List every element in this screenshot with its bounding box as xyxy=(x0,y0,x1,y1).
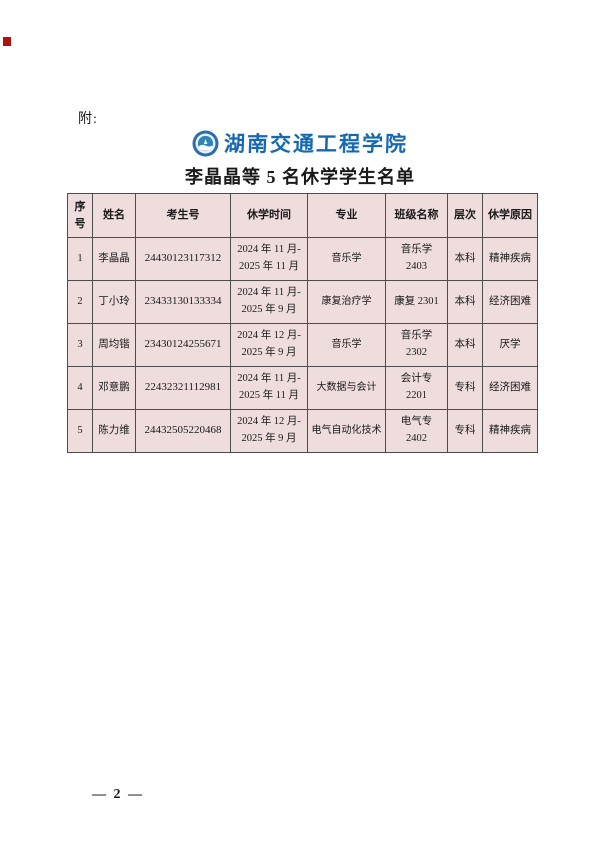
table-cell-reason: 精神疾病 xyxy=(482,409,538,453)
table-cell-major: 音乐学 xyxy=(307,237,386,281)
column-header: 姓名 xyxy=(92,193,136,238)
document-title: 李晶晶等 5 名休学学生名单 xyxy=(185,167,415,187)
table-cell-no: 4 xyxy=(67,366,93,410)
table-cell-name: 周均锴 xyxy=(92,323,136,367)
table-cell-reason: 经济困难 xyxy=(482,366,538,410)
table-cell-reason: 经济困难 xyxy=(482,280,538,324)
table-cell-leave-period: 2024 年 12 月- 2025 年 9 月 xyxy=(230,409,308,453)
table-cell-class-name: 康复 2301 xyxy=(385,280,448,324)
table-cell-major: 电气自动化技术 xyxy=(307,409,386,453)
school-name: 湖南交通工程学院 xyxy=(223,132,409,156)
table-cell-no: 5 xyxy=(67,409,93,453)
table-cell-exam-no: 22432321112981 xyxy=(135,366,231,410)
table-cell-major: 音乐学 xyxy=(307,323,386,367)
table-cell-name: 丁小玲 xyxy=(92,280,136,324)
table-row: 5 陈力维 24432505220468 2024 年 12 月- 2025 年 9 … xyxy=(67,409,538,453)
table-cell-exam-no: 24430123117312 xyxy=(135,237,231,281)
column-header: 班级名称 xyxy=(385,193,448,238)
table-cell-exam-no: 23433130133334 xyxy=(135,280,231,324)
page-number: — 2 — xyxy=(92,787,144,802)
table-row: 2 丁小玲 23433130133334 2024 年 11 月- 2025 年 9 … xyxy=(67,280,538,324)
table-cell-reason: 精神疾病 xyxy=(482,237,538,281)
table-cell-name: 陈力维 xyxy=(92,409,136,453)
column-header: 休学原因 xyxy=(482,193,538,238)
attachment-label: 附: xyxy=(78,112,98,127)
table-cell-level: 专科 xyxy=(447,366,483,410)
scan-artifact-red-square xyxy=(3,37,11,46)
table-cell-class-name: 音乐学 2403 xyxy=(385,237,448,281)
column-header: 层次 xyxy=(447,193,483,238)
table-cell-major: 康复治疗学 xyxy=(307,280,386,324)
table-cell-leave-period: 2024 年 11 月- 2025 年 11 月 xyxy=(230,366,308,410)
table-cell-reason: 厌学 xyxy=(482,323,538,367)
table-row: 4 邓意鹏 22432321112981 2024 年 11 月- 2025 年 11… xyxy=(67,366,538,410)
table-cell-class-name: 音乐学 2302 xyxy=(385,323,448,367)
table-cell-major: 大数据与会计 xyxy=(307,366,386,410)
table-header-row: 序号 姓名 考生号 休学时间 专业 班级名称 层次 休学原因 xyxy=(67,193,538,238)
column-header: 休学时间 xyxy=(230,193,308,238)
school-logo: 湖南交通工程学院 xyxy=(0,128,600,158)
table-cell-no: 3 xyxy=(67,323,93,367)
table-cell-level: 专科 xyxy=(447,409,483,453)
table-header: 序号 姓名 考生号 休学时间 专业 班级名称 层次 休学原因 xyxy=(67,193,538,238)
table-cell-level: 本科 xyxy=(447,237,483,281)
table-cell-name: 李晶晶 xyxy=(92,237,136,281)
table-cell-no: 2 xyxy=(67,280,93,324)
table-cell-no: 1 xyxy=(67,237,93,281)
column-header: 考生号 xyxy=(135,193,231,238)
table-cell-class-name: 电气专 2402 xyxy=(385,409,448,453)
table-cell-class-name: 会计专 2201 xyxy=(385,366,448,410)
table-row: 3 周均锴 23430124255671 2024 年 12 月- 2025 年 9 … xyxy=(67,323,538,367)
table-cell-level: 本科 xyxy=(447,323,483,367)
table-cell-leave-period: 2024 年 11 月- 2025 年 9 月 xyxy=(230,280,308,324)
table-cell-exam-no: 23430124255671 xyxy=(135,323,231,367)
column-header: 序号 xyxy=(67,193,93,238)
table-cell-name: 邓意鹏 xyxy=(92,366,136,410)
school-emblem-icon xyxy=(192,130,219,156)
table-cell-level: 本科 xyxy=(447,280,483,324)
student-leave-table: 序号 姓名 考生号 休学时间 专业 班级名称 层次 休学原因 1 李晶晶 244301231173… xyxy=(67,193,538,453)
table-cell-leave-period: 2024 年 11 月- 2025 年 11 月 xyxy=(230,237,308,281)
column-header: 专业 xyxy=(307,193,386,238)
table-body: 1 李晶晶 24430123117312 2024 年 11 月- 2025 年 11… xyxy=(67,237,538,453)
table-cell-exam-no: 24432505220468 xyxy=(135,409,231,453)
table-cell-leave-period: 2024 年 12 月- 2025 年 9 月 xyxy=(230,323,308,367)
table-row: 1 李晶晶 24430123117312 2024 年 11 月- 2025 年 11… xyxy=(67,237,538,281)
